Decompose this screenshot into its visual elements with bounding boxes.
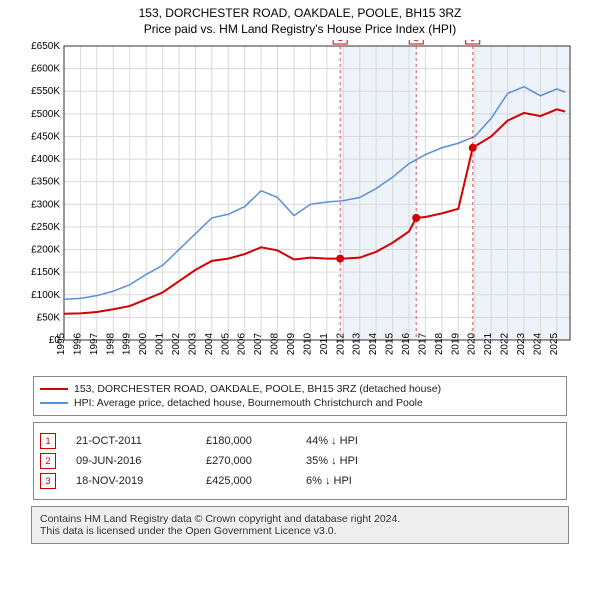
transaction-row: 3 18-NOV-2019£425,0006% ↓ HPI (40, 473, 560, 489)
x-tick-label: 2013 (352, 332, 363, 355)
x-tick-label: 2023 (516, 332, 527, 355)
x-tick-label: 1998 (105, 332, 116, 355)
y-tick-label: £450K (31, 131, 60, 142)
x-tick-label: 2012 (335, 332, 346, 355)
title-block: 153, DORCHESTER ROAD, OAKDALE, POOLE, BH… (0, 0, 600, 40)
x-tick-label: 2021 (483, 332, 494, 355)
shade-region (340, 46, 416, 340)
transaction-date: 09-JUN-2016 (76, 455, 206, 467)
title-line1: 153, DORCHESTER ROAD, OAKDALE, POOLE, BH… (0, 6, 600, 20)
x-tick-label: 2008 (270, 332, 281, 355)
x-tick-label: 2004 (204, 332, 215, 355)
transaction-marker: 2 (40, 453, 56, 469)
transaction-diff: 44% ↓ HPI (306, 435, 406, 447)
title-line2: Price paid vs. HM Land Registry's House … (0, 22, 600, 36)
legend-label: 153, DORCHESTER ROAD, OAKDALE, POOLE, BH… (74, 383, 441, 395)
x-tick-label: 2009 (286, 332, 297, 355)
transaction-point (412, 214, 420, 222)
transaction-label-text: 3 (470, 40, 475, 43)
y-tick-label: £600K (31, 64, 60, 75)
y-tick-label: £50K (37, 312, 61, 323)
transaction-marker: 1 (40, 433, 56, 449)
transaction-row: 2 09-JUN-2016£270,00035% ↓ HPI (40, 453, 560, 469)
y-tick-label: £300K (31, 199, 60, 210)
x-tick-label: 2010 (302, 332, 313, 355)
x-tick-label: 2000 (138, 332, 149, 355)
x-tick-label: 1996 (72, 332, 83, 355)
legend-box: 153, DORCHESTER ROAD, OAKDALE, POOLE, BH… (33, 376, 567, 416)
footer-line2: This data is licensed under the Open Gov… (40, 525, 560, 537)
x-tick-label: 2011 (319, 333, 330, 355)
transaction-row: 1 21-OCT-2011£180,00044% ↓ HPI (40, 433, 560, 449)
x-tick-label: 1999 (122, 332, 133, 355)
footer-line1: Contains HM Land Registry data © Crown c… (40, 513, 560, 525)
x-tick-label: 2001 (155, 332, 166, 355)
chart-container: 153, DORCHESTER ROAD, OAKDALE, POOLE, BH… (0, 0, 600, 544)
x-tick-label: 2022 (500, 332, 511, 355)
x-tick-label: 2018 (434, 332, 445, 355)
legend-swatch (40, 388, 68, 390)
transaction-date: 21-OCT-2011 (76, 435, 206, 447)
x-tick-label: 2006 (237, 332, 248, 355)
transactions-box: 1 21-OCT-2011£180,00044% ↓ HPI 2 09-JUN-201… (33, 422, 567, 500)
x-tick-label: 2019 (450, 332, 461, 355)
transaction-marker: 3 (40, 473, 56, 489)
x-tick-label: 2002 (171, 332, 182, 355)
chart-svg: £0£50K£100K£150K£200K£250K£300K£350K£400… (20, 40, 580, 370)
x-tick-label: 2007 (253, 332, 264, 355)
legend-label: HPI: Average price, detached house, Bour… (74, 397, 423, 409)
x-tick-label: 2005 (220, 332, 231, 355)
x-tick-label: 1997 (89, 332, 100, 355)
y-tick-label: £550K (31, 86, 60, 97)
transaction-price: £180,000 (206, 435, 306, 447)
transaction-date: 18-NOV-2019 (76, 475, 206, 487)
transaction-label-text: 2 (414, 40, 419, 43)
x-tick-label: 1995 (56, 332, 67, 355)
y-tick-label: £100K (31, 290, 60, 301)
footer-box: Contains HM Land Registry data © Crown c… (31, 506, 569, 544)
transaction-diff: 35% ↓ HPI (306, 455, 406, 467)
x-tick-label: 2016 (401, 332, 412, 355)
y-tick-label: £500K (31, 109, 60, 120)
legend-row: HPI: Average price, detached house, Bour… (40, 397, 560, 409)
legend-row: 153, DORCHESTER ROAD, OAKDALE, POOLE, BH… (40, 383, 560, 395)
transaction-label-text: 1 (338, 40, 343, 43)
chart-area: £0£50K£100K£150K£200K£250K£300K£350K£400… (20, 40, 580, 370)
y-tick-label: £200K (31, 245, 60, 256)
transaction-price: £425,000 (206, 475, 306, 487)
x-tick-label: 2017 (417, 332, 428, 355)
x-tick-label: 2024 (532, 332, 543, 355)
y-tick-label: £350K (31, 177, 60, 188)
y-tick-label: £150K (31, 267, 60, 278)
legend-swatch (40, 402, 68, 404)
transaction-price: £270,000 (206, 455, 306, 467)
x-tick-label: 2015 (385, 332, 396, 355)
x-tick-label: 2003 (187, 332, 198, 355)
x-tick-label: 2014 (368, 332, 379, 355)
transaction-diff: 6% ↓ HPI (306, 475, 406, 487)
y-tick-label: £400K (31, 154, 60, 165)
y-tick-label: £650K (31, 41, 60, 52)
transaction-point (336, 255, 344, 263)
x-tick-label: 2025 (549, 332, 560, 355)
transaction-point (469, 144, 477, 152)
y-tick-label: £250K (31, 222, 60, 233)
x-tick-label: 2020 (467, 332, 478, 355)
